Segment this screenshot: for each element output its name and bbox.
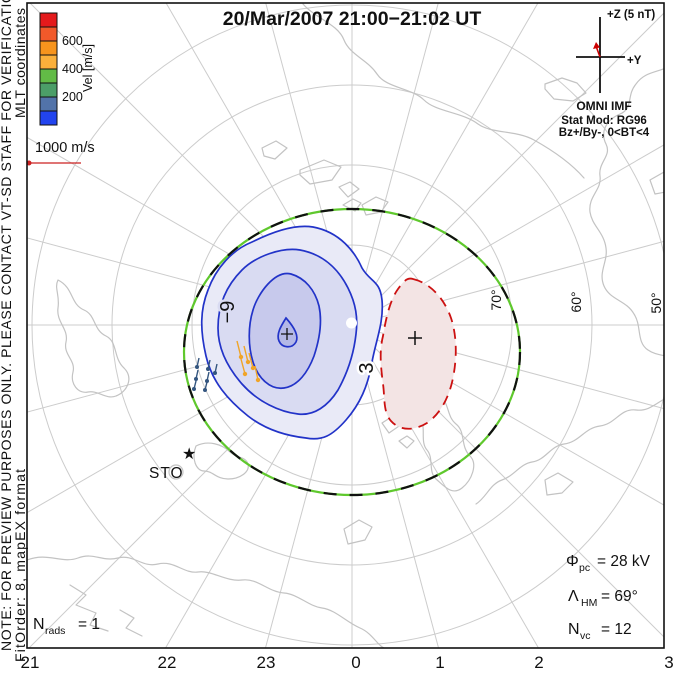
fit-order-note: FitOrder: 8, mapEX format <box>12 468 28 662</box>
colorbar-segment <box>39 12 58 28</box>
colorbar-segment <box>39 54 58 70</box>
positive-cell-center-cross <box>408 331 422 345</box>
imf-model-label: Stat Mod: RG96 <box>561 115 647 127</box>
phi-subscript: pc <box>579 562 590 574</box>
mlt-label-0: 0 <box>351 653 360 672</box>
latitude-labels: 70° 60° 50° <box>488 289 664 313</box>
plot-frame <box>26 2 665 649</box>
phi-symbol: Φ <box>566 553 579 570</box>
slow-vectors-dot <box>192 387 196 391</box>
imf-y-label: +Y <box>627 55 642 67</box>
colorbar-segment <box>39 26 58 42</box>
lambda-value: = 69° <box>601 588 638 605</box>
nrads-symbol: N <box>33 616 45 633</box>
slow-vectors-dot <box>203 388 207 392</box>
lat-label-70: 70° <box>488 289 504 310</box>
colorbar-segment <box>39 82 58 98</box>
reference-vector-label: 1000 m/s <box>35 140 95 156</box>
plot-title: 20/Mar/2007 21:00−21:02 UT <box>223 8 482 30</box>
mlt-axis-labels: 21 22 23 0 1 2 3 <box>21 653 674 672</box>
potential-contours <box>200 225 457 440</box>
lat-label-50: 50° <box>648 292 664 313</box>
fast-vectors-dot <box>238 354 244 360</box>
station-marker-star: ★ <box>182 446 196 463</box>
lat-label-60: 60° <box>568 291 584 312</box>
fast-vectors-dot <box>255 377 261 383</box>
fast-vectors-tail <box>254 365 259 381</box>
phi-value: = 28 kV <box>597 553 651 570</box>
colorbar-tick-400: 400 <box>62 62 83 76</box>
slow-vectors-dot <box>206 367 210 371</box>
mlt-label-1: 1 <box>435 653 444 672</box>
coastlines <box>27 3 664 648</box>
velocity-colorbar: 600 400 200 Vel [m/s] 1000 m/s <box>26 12 95 166</box>
slow-vectors-dot <box>205 379 209 383</box>
colorbar-segment <box>39 68 58 84</box>
positive-contour <box>379 277 457 430</box>
magnetic-pole-dot <box>346 317 357 329</box>
mlt-label-23: 23 <box>257 653 276 672</box>
nrads-subscript: rads <box>45 625 65 637</box>
mlt-label-2: 2 <box>534 653 543 672</box>
colorbar-tick-600: 600 <box>62 34 83 48</box>
negative-cell-center-cross <box>281 328 293 340</box>
station-code-label: STO <box>149 465 184 482</box>
fast-vectors-tail <box>243 345 249 363</box>
mlt-label-3: 3 <box>664 653 673 672</box>
fast-vectors-dot <box>250 365 256 371</box>
negative-contour-label: −9 <box>217 301 239 324</box>
slow-vectors-dot <box>194 377 198 381</box>
positive-contour-label: 3 <box>356 362 378 373</box>
velocity-vectors <box>192 340 261 392</box>
imf-source-label: OMNI IMF <box>576 99 631 113</box>
mlt-label-21: 21 <box>21 653 40 672</box>
preview-note: NOTE: FOR PREVIEW PURPOSES ONLY. PLEASE … <box>0 0 14 651</box>
colorbar-axis-label: Vel [m/s] <box>81 44 95 92</box>
nvc-symbol: N <box>568 621 580 638</box>
reference-vector <box>26 160 81 166</box>
imf-vector-arrow <box>593 42 601 58</box>
colorbar-segment <box>39 110 58 126</box>
lambda-subscript: HM <box>581 597 597 609</box>
fast-vectors-tail <box>240 358 246 375</box>
mlt-label-22: 22 <box>158 653 177 672</box>
fast-vectors-tail <box>248 352 254 369</box>
fast-vectors-tail <box>236 340 242 358</box>
colorbar-tick-200: 200 <box>62 90 83 104</box>
slow-vectors-dot <box>213 371 217 375</box>
slow-vectors-dot <box>195 365 199 369</box>
colorbar-segment <box>39 96 58 112</box>
fast-vectors-dot <box>242 371 248 377</box>
fast-vectors-dot <box>245 359 251 365</box>
hm-boundary <box>182 207 522 497</box>
map-statistics: Φ pc = 28 kV Λ HM = 69° N vc = 12 N rads… <box>33 553 651 642</box>
nvc-subscript: vc <box>580 630 591 642</box>
imf-conditions-label: Bz+/By-, 0<BT<4 <box>559 127 650 139</box>
imf-z-label: +Z (5 nT) <box>607 9 655 21</box>
coordinate-system-label: MLT coordinates <box>12 8 28 118</box>
lambda-symbol: Λ <box>568 588 579 605</box>
colorbar-segment <box>39 40 58 56</box>
imf-dial: +Z (5 nT) +Y OMNI IMF Stat Mod: RG96 Bz+… <box>559 9 656 139</box>
nrads-value: = 1 <box>78 616 100 633</box>
nvc-value: = 12 <box>601 621 632 638</box>
